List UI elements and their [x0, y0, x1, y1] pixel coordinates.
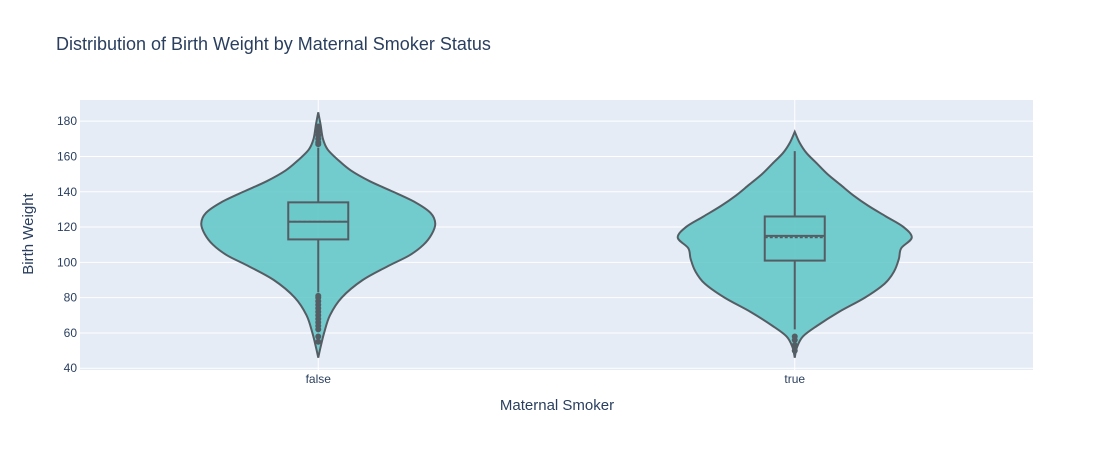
outlier-point [315, 292, 322, 299]
violin-true [676, 129, 913, 358]
x-axis-ticks: false true [306, 372, 806, 386]
violin-body [200, 112, 437, 358]
y-axis-ticks: 40 60 80 100 120 140 160 180 [57, 114, 77, 375]
violin-body [676, 129, 913, 358]
violins [200, 112, 913, 358]
violin-false [200, 112, 437, 358]
outlier-point [315, 123, 322, 130]
y-tick-label: 140 [57, 185, 77, 199]
y-tick-label: 100 [57, 255, 77, 269]
y-tick-label: 80 [64, 291, 78, 305]
outlier-point [315, 333, 322, 340]
outlier-point [791, 333, 798, 340]
chart-title: Distribution of Birth Weight by Maternal… [56, 34, 491, 54]
box-iqr [763, 215, 826, 262]
outlier-point [791, 347, 798, 354]
y-tick-label: 120 [57, 220, 77, 234]
x-axis-title: Maternal Smoker [500, 397, 614, 414]
x-tick-label: false [306, 372, 332, 386]
y-tick-label: 180 [57, 114, 77, 128]
outlier-point [315, 338, 322, 345]
y-axis-title: Birth Weight [20, 192, 37, 274]
y-tick-label: 40 [64, 361, 78, 375]
x-tick-label: true [784, 372, 805, 386]
outlier-point [791, 342, 798, 349]
y-tick-label: 160 [57, 149, 77, 163]
y-tick-label: 60 [64, 326, 78, 340]
